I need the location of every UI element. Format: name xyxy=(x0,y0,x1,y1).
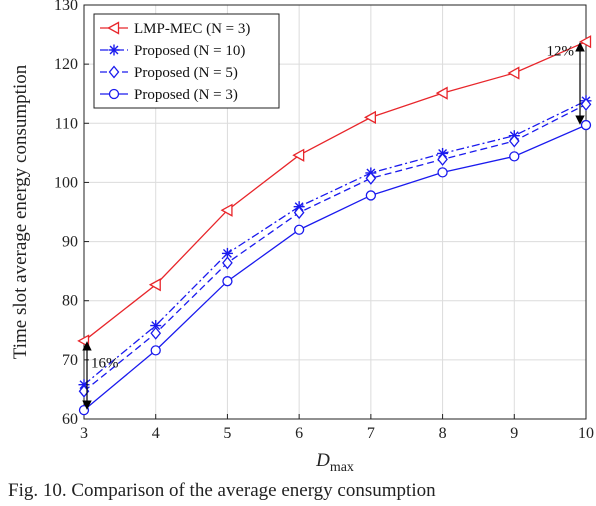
x-tick-label: 9 xyxy=(510,425,518,442)
legend: LMP-MEC (N = 3) Proposed (N = 10) Proposed… xyxy=(93,13,280,109)
x-tick-label: 8 xyxy=(439,425,447,442)
data-point xyxy=(293,206,305,220)
legend-entry-0: LMP-MEC (N = 3) xyxy=(100,21,250,37)
legend-marker xyxy=(108,44,120,56)
annotations: 16% 12% xyxy=(82,41,585,410)
data-point xyxy=(507,66,520,80)
x-tick-label: 3 xyxy=(80,425,88,442)
data-point xyxy=(78,404,90,416)
y-tick-label: 80 xyxy=(62,293,78,310)
data-point xyxy=(437,167,448,178)
data-point xyxy=(365,171,377,185)
data-point xyxy=(293,224,305,235)
data-point xyxy=(365,190,377,201)
legend-label: LMP-MEC (N = 3) xyxy=(134,21,250,37)
y-tick-label: 130 xyxy=(54,0,78,14)
data-point xyxy=(220,203,233,217)
x-tick-label: 7 xyxy=(367,425,375,442)
data-point xyxy=(364,110,377,124)
data-point xyxy=(150,326,162,340)
legend-entry-3: Proposed (N = 3) xyxy=(100,87,238,103)
annotation-label: 16% xyxy=(91,356,119,372)
series-line xyxy=(83,100,587,386)
x-axis-label-main: D xyxy=(315,450,330,471)
data-point xyxy=(292,148,305,162)
legend-label: Proposed (N = 10) xyxy=(134,43,245,59)
data-point xyxy=(437,152,448,166)
series-line xyxy=(83,41,587,342)
annotation-0: 16% xyxy=(82,341,119,410)
figure-caption: Fig. 10. Comparison of the average energ… xyxy=(8,480,436,501)
legend-entry-2: Proposed (N = 5) xyxy=(100,65,238,81)
x-tick-label: 4 xyxy=(152,425,160,442)
legend-entry-1: Proposed (N = 10) xyxy=(100,43,245,59)
y-tick-label: 70 xyxy=(62,352,78,369)
legend-marker xyxy=(107,21,120,35)
y-axis-label: Time slot average energy consumption xyxy=(10,64,31,359)
line-chart: 3 4 5 6 7 8 9 10 60 70 80 90 100 110 120 130 16% 12% LMP… xyxy=(10,0,594,475)
data-point xyxy=(222,276,233,287)
x-axis-label: Dmax xyxy=(315,450,354,475)
y-tick-label: 110 xyxy=(55,115,78,132)
y-tick-label: 100 xyxy=(54,174,78,191)
legend-marker xyxy=(108,65,120,79)
data-point xyxy=(150,345,161,356)
data-point xyxy=(435,86,448,100)
legend-box xyxy=(93,13,280,109)
data-point xyxy=(508,134,520,148)
legend-label: Proposed (N = 5) xyxy=(134,65,238,81)
y-tick-label: 60 xyxy=(62,411,78,428)
series-0 xyxy=(77,35,592,348)
data-point xyxy=(148,278,161,292)
y-tick-label: 90 xyxy=(62,234,78,251)
plot-frame xyxy=(83,4,587,420)
x-axis-label-sub: max xyxy=(330,460,354,475)
data-point xyxy=(579,35,592,49)
data-point xyxy=(150,320,162,332)
y-tick-label: 120 xyxy=(54,56,78,73)
data-point xyxy=(509,151,520,162)
data-point xyxy=(221,247,233,259)
annotation-1: 12% xyxy=(547,41,585,125)
data-point xyxy=(222,256,233,270)
legend-label: Proposed (N = 3) xyxy=(134,87,238,103)
series-line xyxy=(83,103,587,392)
grid xyxy=(83,4,587,420)
series-line xyxy=(83,124,587,411)
axis-ticks: 3 4 5 6 7 8 9 10 60 70 80 90 100 110 120 130 xyxy=(54,0,594,442)
annotation-label: 12% xyxy=(547,43,575,59)
data-point xyxy=(580,119,592,131)
x-tick-label: 6 xyxy=(295,425,303,442)
legend-marker xyxy=(108,88,120,100)
x-tick-label: 5 xyxy=(223,425,231,442)
x-tick-label: 10 xyxy=(578,425,594,442)
